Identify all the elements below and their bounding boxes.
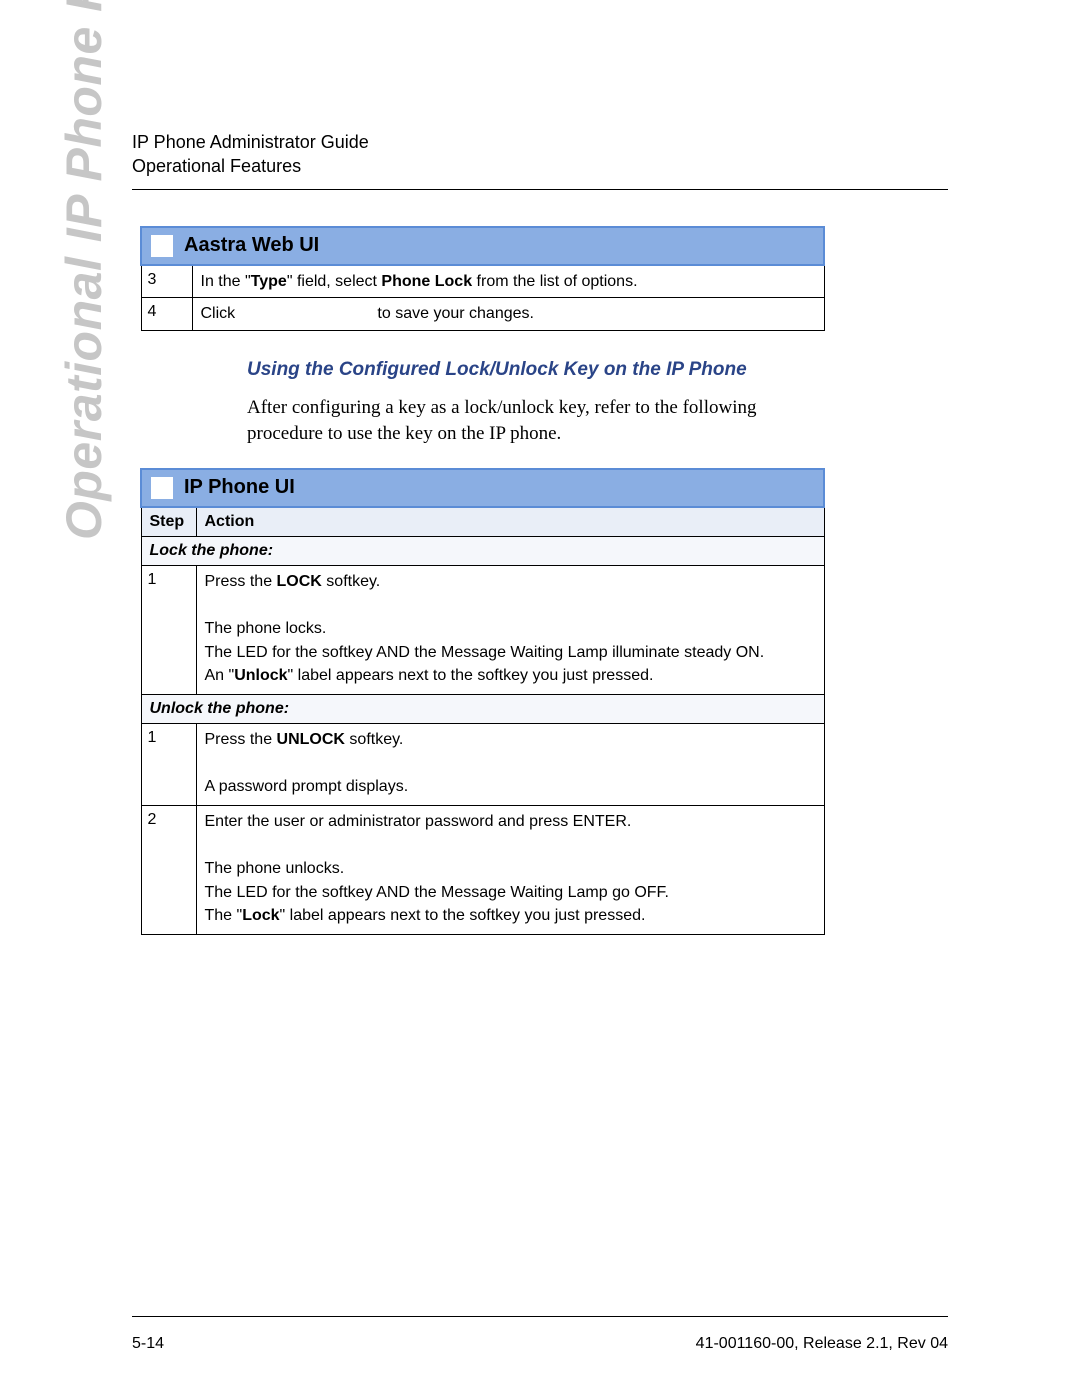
title-square-icon	[150, 476, 174, 500]
section-row: Lock the phone:	[141, 536, 824, 565]
col-header-step: Step	[141, 507, 196, 537]
footer-rule	[132, 1316, 948, 1317]
table1-title: Aastra Web UI	[184, 234, 319, 257]
action-cell: In the "Type" field, select Phone Lock f…	[192, 265, 824, 298]
section-row: Unlock the phone:	[141, 694, 824, 723]
action-cell: Click to save your changes.	[192, 298, 824, 331]
aastra-web-ui-table: Aastra Web UI 3In the "Type" field, sele…	[140, 226, 825, 331]
footer-page-number: 5-14	[132, 1335, 164, 1353]
action-cell: Enter the user or administrator password…	[196, 805, 824, 934]
table-row: 4Click to save your changes.	[141, 298, 824, 331]
step-cell: 4	[141, 298, 192, 331]
ip-phone-ui-table: IP Phone UI Step Action Lock the phone:1…	[140, 468, 825, 935]
table1-title-row: Aastra Web UI	[141, 227, 824, 265]
footer-doc-id: 41-001160-00, Release 2.1, Rev 04	[696, 1335, 948, 1353]
header-line-1: IP Phone Administrator Guide	[132, 130, 948, 154]
page: IP Phone Administrator Guide Operational…	[0, 0, 1080, 1397]
section-label: Lock the phone:	[141, 536, 824, 565]
page-footer: 5-14 41-001160-00, Release 2.1, Rev 04	[132, 1335, 948, 1353]
table-row: 1Press the UNLOCK softkey. A password pr…	[141, 723, 824, 805]
header-rule	[132, 189, 948, 190]
table-row: 3In the "Type" field, select Phone Lock …	[141, 265, 824, 298]
body-paragraph: After configuring a key as a lock/unlock…	[247, 395, 827, 448]
action-cell: Press the UNLOCK softkey. A password pro…	[196, 723, 824, 805]
side-label: Operational IP Phone Features	[55, 0, 113, 540]
table-row: 2Enter the user or administrator passwor…	[141, 805, 824, 934]
page-header: IP Phone Administrator Guide Operational…	[132, 130, 948, 179]
action-cell: Press the LOCK softkey. The phone locks.…	[196, 565, 824, 694]
step-cell: 2	[141, 805, 196, 934]
body-heading: Using the Configured Lock/Unlock Key on …	[247, 359, 827, 381]
header-line-2: Operational Features	[132, 154, 948, 178]
body-section: Using the Configured Lock/Unlock Key on …	[247, 359, 827, 448]
table-row: 1Press the LOCK softkey. The phone locks…	[141, 565, 824, 694]
title-square-icon	[150, 234, 174, 258]
table2-title-row: IP Phone UI	[141, 469, 824, 507]
step-cell: 1	[141, 723, 196, 805]
table2-header-row: Step Action	[141, 507, 824, 537]
step-cell: 3	[141, 265, 192, 298]
step-cell: 1	[141, 565, 196, 694]
section-label: Unlock the phone:	[141, 694, 824, 723]
table2-title: IP Phone UI	[184, 476, 295, 499]
col-header-action: Action	[196, 507, 824, 537]
